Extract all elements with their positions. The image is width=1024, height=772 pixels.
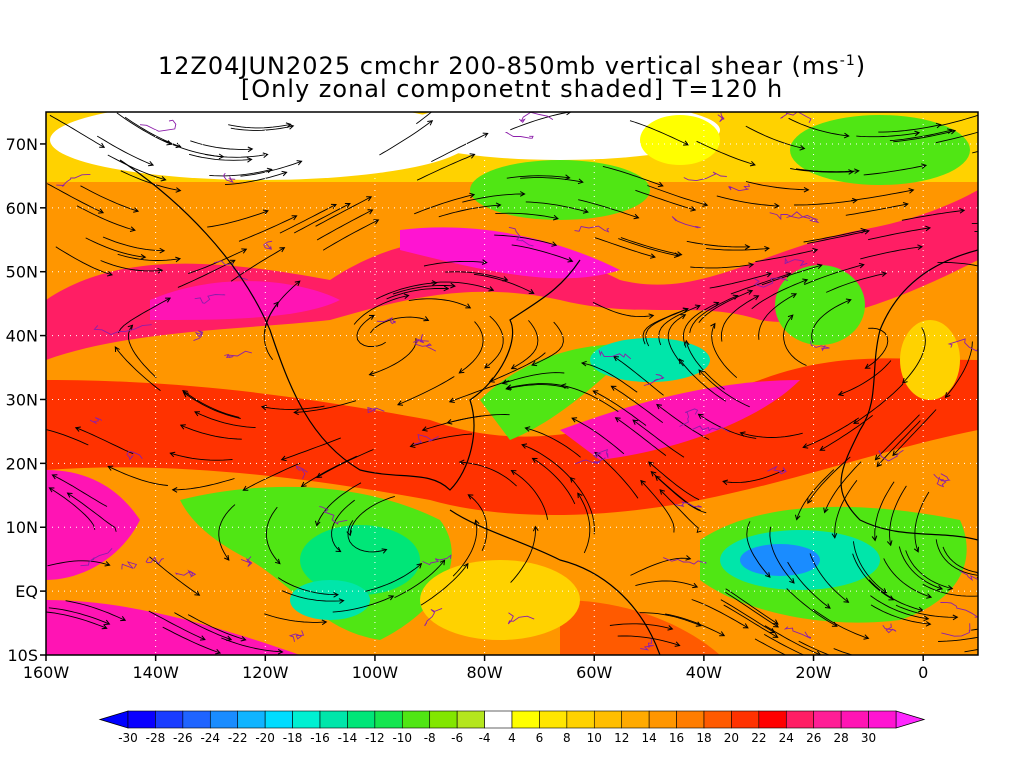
colorbar-label: -10 [392,731,412,745]
colorbar-label: 30 [861,731,876,745]
streamline [972,223,1024,227]
colorbar-swatch [485,711,512,728]
lon-tick-label: 0 [918,663,928,682]
colorbar-label: 10 [587,731,602,745]
colorbar-swatch [265,711,292,728]
streamline [972,139,1024,153]
lat-tick-label: EQ [15,582,38,601]
shaded-shear-field [28,81,1024,667]
lon-tick-label: 60W [576,663,612,682]
colorbar-swatch [649,711,676,728]
lat-tick-label: 10N [6,518,38,537]
colorbar-label: -18 [283,731,303,745]
colorbar-label: 6 [536,731,544,745]
colorbar-left-arrow [100,711,128,728]
colorbar-swatch [320,711,347,728]
colorbar-label: 22 [751,731,766,745]
streamline-arrow [996,631,1001,636]
lat-tick-label: 60N [6,199,38,218]
colorbar-label: -4 [479,731,491,745]
colorbar-swatch [731,711,758,728]
colorbar-swatch [430,711,457,728]
longitude-axis: 160W 140W 120W 100W 80W 60W 40W 20W 0 [23,655,928,682]
lat-tick-label: 40N [6,327,38,346]
lon-tick-label: 20W [795,663,831,682]
streamline-arrow [991,571,996,576]
colorbar-label: 14 [642,731,657,745]
colorbar-swatch [841,711,868,728]
colorbar-swatch [567,711,594,728]
colorbar-label: 12 [614,731,629,745]
colorbar-swatch [128,711,155,728]
colorbar-label: -30 [118,731,138,745]
colorbar-label: -12 [365,731,385,745]
colorbar-label: 28 [834,731,849,745]
colorbar-label: 24 [779,731,794,745]
colorbar-swatch [457,711,484,728]
colorbar-swatch [375,711,402,728]
streamline-arrow [992,126,997,131]
colorbar-label: -14 [338,731,358,745]
colorbar-label: -28 [146,731,166,745]
colorbar-swatch [869,711,896,728]
colorbar-label: 20 [724,731,739,745]
colorbar-swatch [677,711,704,728]
streamline [975,231,1024,237]
colorbar-label: 26 [806,731,821,745]
colorbar-right-arrow [896,711,924,728]
colorbar-swatch [622,711,649,728]
streamline [971,615,1024,630]
lat-tick-label: 70N [6,135,38,154]
colorbar-swatch [155,711,182,728]
lon-tick-label: 120W [242,663,289,682]
streamline-arrow [995,107,1000,111]
lon-tick-label: 140W [132,663,179,682]
colorbar-label: 16 [669,731,684,745]
colorbar-swatch [210,711,237,728]
colorbar-swatch [759,711,786,728]
colorbar-label: -22 [228,731,248,745]
colorbar-label: -6 [451,731,463,745]
streamline-arrow [995,268,1000,273]
colorbar-swatch [183,711,210,728]
lat-tick-label: 20N [6,454,38,473]
colorbar-label: -16 [310,731,330,745]
colorbar-swatch [786,711,813,728]
streamline-arrow [28,425,33,430]
colorbar-swatch [814,711,841,728]
colorbar-label: 18 [696,731,711,745]
colorbar-swatch [704,711,731,728]
colorbar-swatch [594,711,621,728]
lon-tick-label: 100W [352,663,399,682]
streamline-arrow [458,81,463,86]
colorbar-label: 8 [563,731,571,745]
colorbar-label: -24 [200,731,220,745]
colorbar-swatch [293,711,320,728]
colorbar-swatch [512,711,539,728]
streamline-arrow [979,594,984,599]
lon-tick-label: 40W [686,663,722,682]
streamline-arrow [853,660,858,665]
colorbar-swatch [238,711,265,728]
colorbar: -30 -28 -26 -24 -22 -20 -18 -16 -14 -12 -10 -8 -6 -4 4… [100,711,924,745]
lon-tick-label: 160W [23,663,70,682]
lat-tick-label: 30N [6,390,38,409]
colorbar-label: -20 [255,731,275,745]
colorbar-label: -26 [173,731,193,745]
streamline-arrow [890,660,895,665]
colorbar-swatch [347,711,374,728]
colorbar-swatch [539,711,566,728]
colorbar-label: -8 [424,731,436,745]
colorbar-swatch [402,711,429,728]
colorbar-label: 4 [508,731,516,745]
lon-tick-label: 80W [466,663,502,682]
lat-tick-label: 50N [6,263,38,282]
